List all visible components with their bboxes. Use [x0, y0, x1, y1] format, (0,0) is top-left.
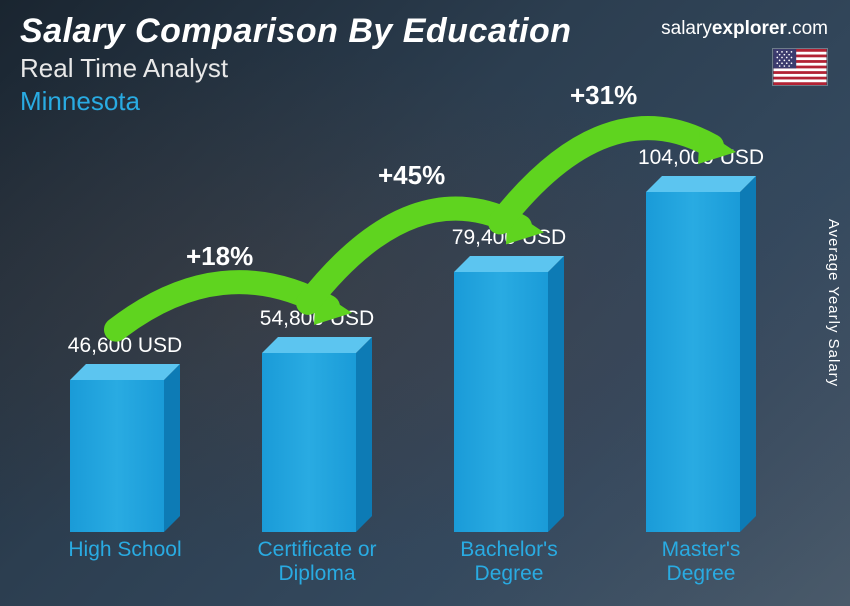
brand-bold: explorer [712, 18, 787, 39]
bar-chart: High School46,600 USDCertificate or Dipl… [30, 130, 800, 588]
increase-arrow [30, 128, 800, 588]
brand-logo: salaryexplorer.com [661, 18, 828, 40]
increase-pct: +31% [570, 80, 637, 111]
us-flag-icon [772, 48, 828, 86]
subtitle: Real Time Analyst [20, 53, 830, 84]
location: Minnesota [20, 86, 830, 117]
brand-prefix: salary [661, 18, 712, 39]
brand-suffix: .com [787, 18, 828, 39]
yaxis-label: Average Yearly Salary [825, 219, 842, 387]
